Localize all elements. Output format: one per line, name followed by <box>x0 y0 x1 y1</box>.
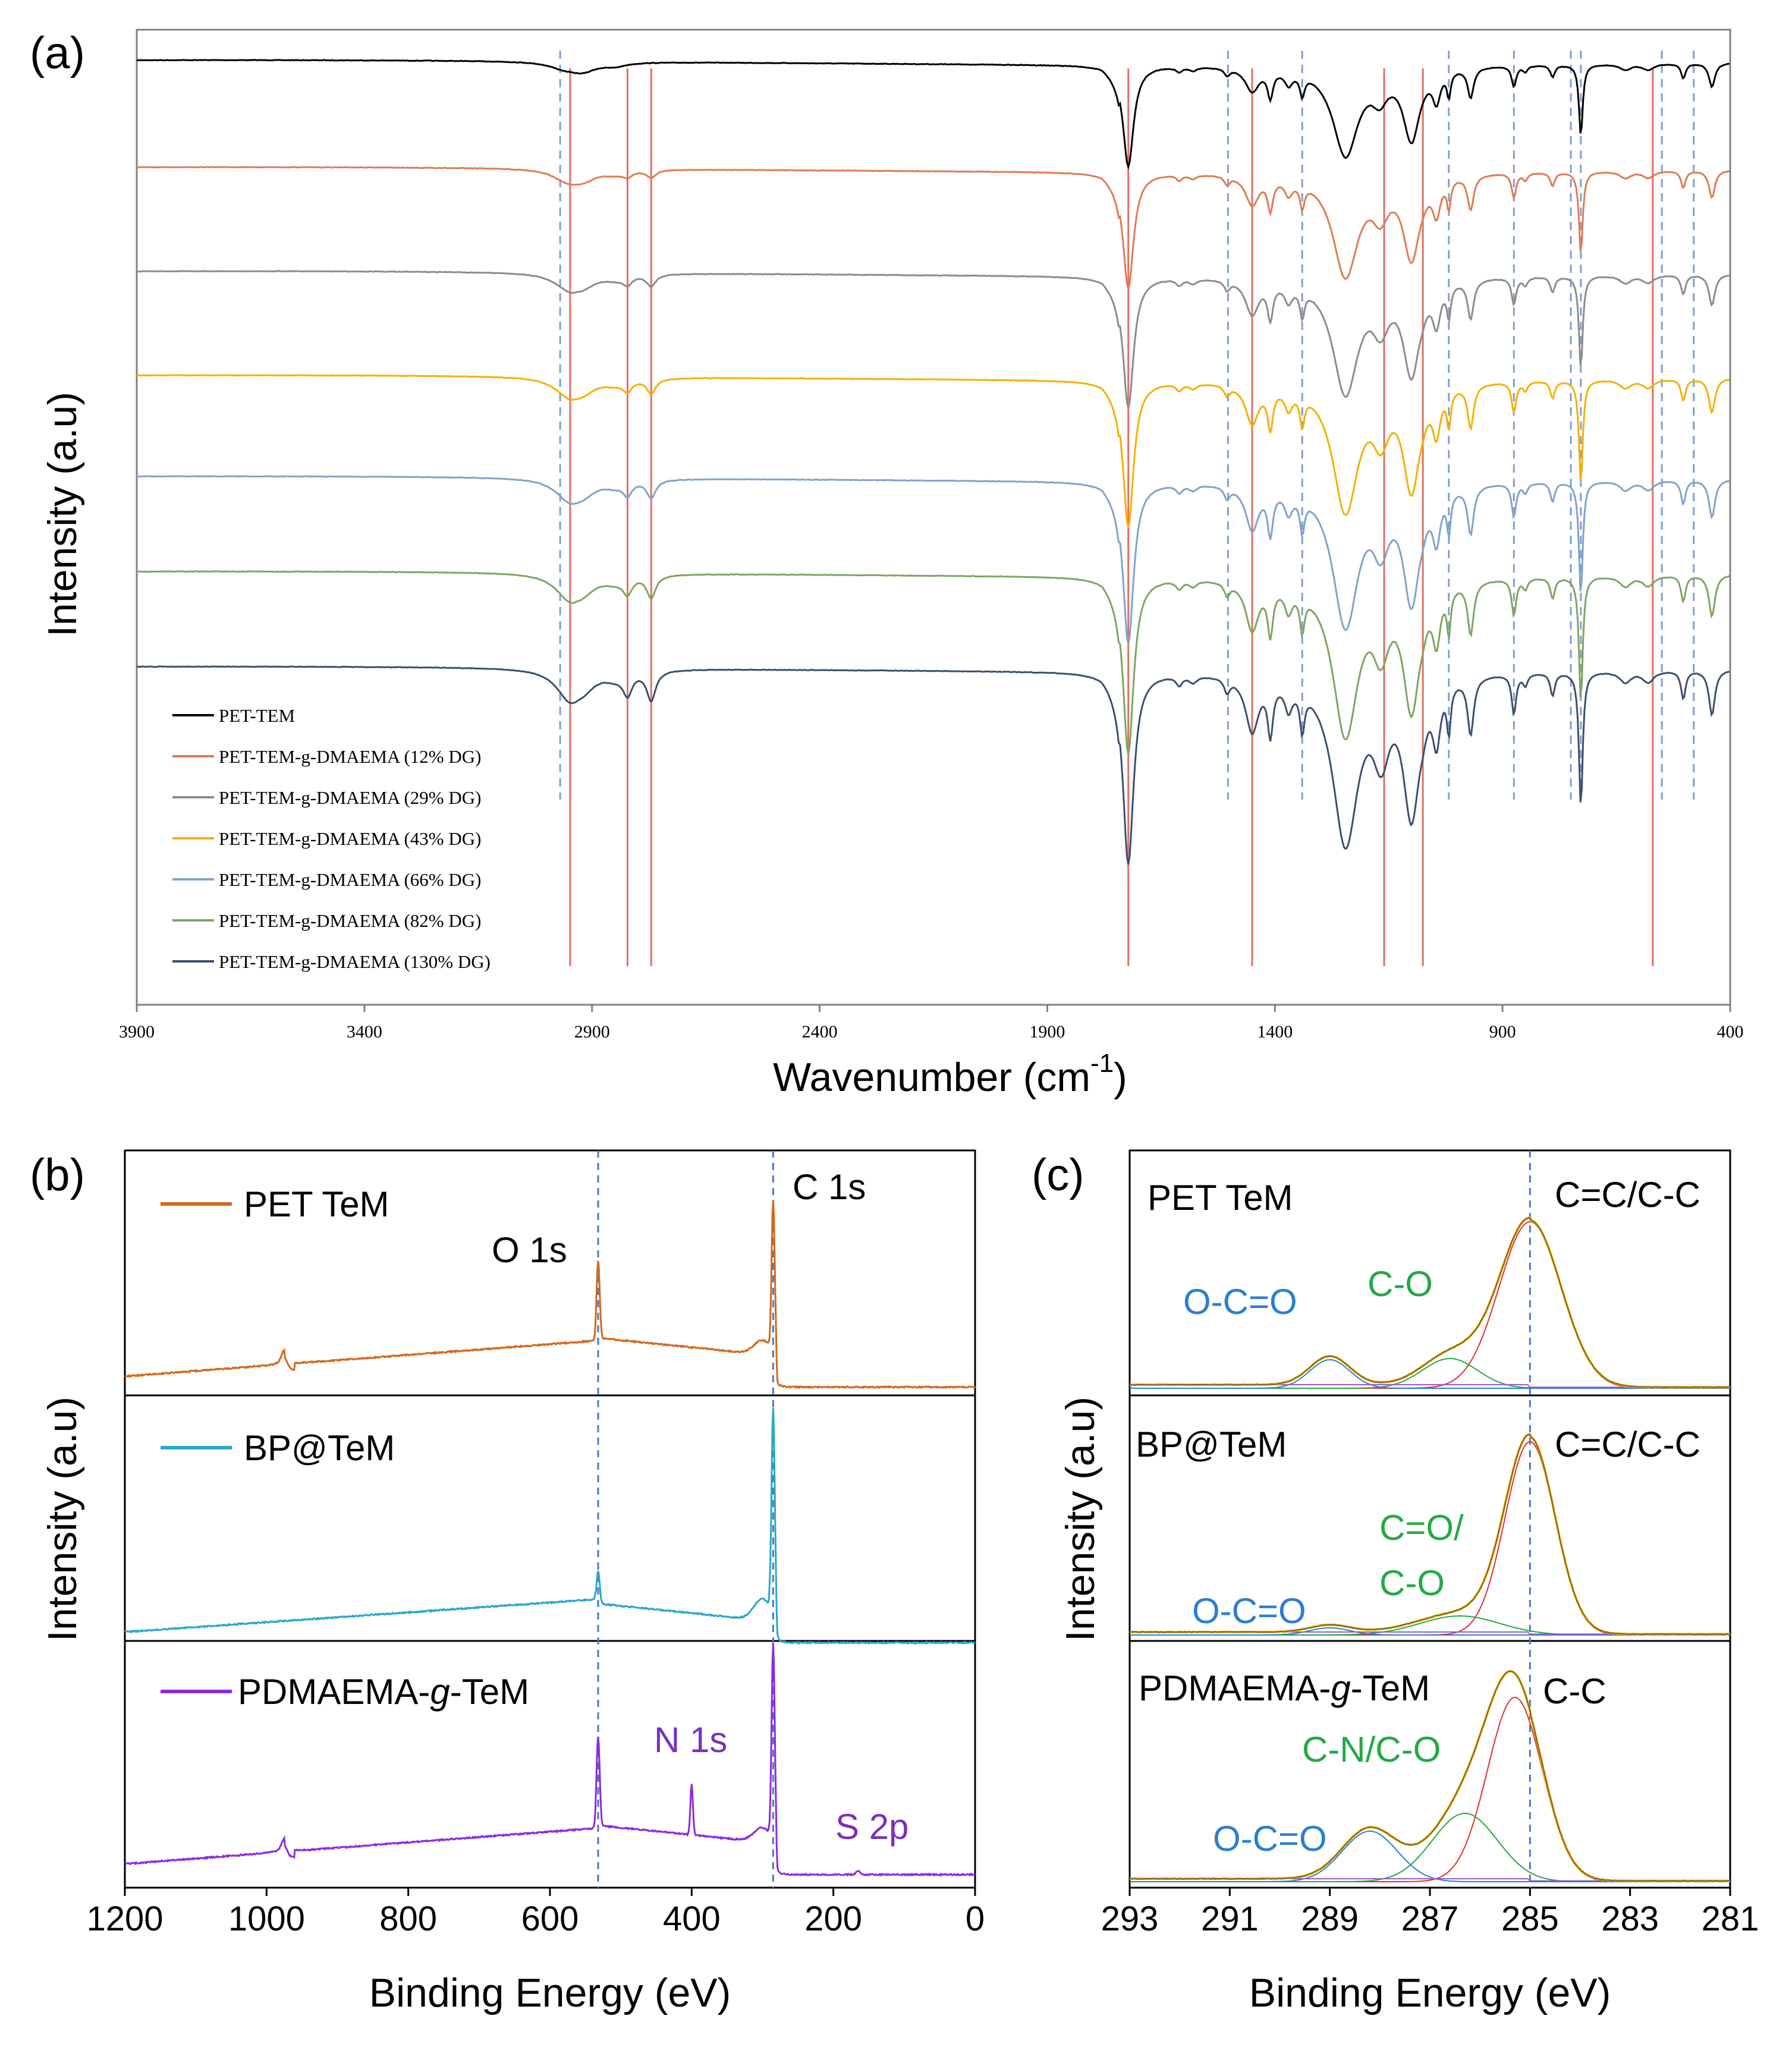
panel-a-ftir: (a) 3900 3400 2900 2400 1900 1400 900 400 PET-T… <box>30 28 1744 1100</box>
series-pet-tem-g-dmaema-29-dg <box>136 270 1730 408</box>
panel-b-labels: PET TeM BP@TeM PDMAEMA-g-TeM C 1s O 1s N… <box>161 1167 908 1847</box>
panel-b-x-axis-label: Binding Energy (eV) <box>369 1970 731 2015</box>
x-tick-label-200: 200 <box>804 1900 862 1938</box>
x-tick-label-287: 287 <box>1401 1900 1459 1938</box>
series-bp-tem <box>124 1408 976 1645</box>
x-tick-label-289: 289 <box>1301 1900 1359 1938</box>
panel-b-x-ticks: 1200 1000 800 600 400 200 0 <box>86 1888 985 1938</box>
c-panel1-peak-co: C-O <box>1367 1264 1433 1304</box>
x-tick-label-900: 900 <box>1489 1022 1516 1042</box>
c-panel2-sample-label: BP@TeM <box>1136 1425 1287 1464</box>
series-pet-tem-g-dmaema-130-dg <box>136 665 1730 865</box>
panel-b-y-axis-label: Intensity (a.u) <box>40 1397 85 1642</box>
panel-c-c1s-highres: (c) 293 291 289 287 285 283 281 PET TeM C=C/C-… <box>1032 1149 1759 2015</box>
x-tick-label-1200: 1200 <box>86 1900 163 1938</box>
panel-c-y-axis-label: Intensity (a.u) <box>1058 1397 1103 1642</box>
series-pet-tem <box>136 59 1730 170</box>
x-tick-label-0: 0 <box>966 1900 985 1938</box>
x-tick-label-3900: 3900 <box>119 1022 155 1042</box>
c-panel3-peak-cc: C-C <box>1543 1671 1606 1711</box>
annotation-s2p: S 2p <box>835 1807 908 1847</box>
panel-a-x-axis-label: Wavenumber (cm-1) <box>773 1049 1127 1100</box>
legend-label-pdmaema-g-tem: PDMAEMA-g-TeM <box>238 1672 529 1712</box>
panel-a-series <box>136 59 1730 865</box>
c-panel3-sample-label: PDMAEMA-g-TeM <box>1139 1668 1430 1708</box>
x-tick-label-2900: 2900 <box>574 1022 610 1042</box>
panel-a-legend: PET-TEM PET-TEM-g-DMAEMA (12% DG) PET-TEM-… <box>172 705 491 972</box>
legend-label-pet-tem: PET-TEM <box>219 705 295 726</box>
x-tick-label-800: 800 <box>379 1900 437 1938</box>
c-panel1-peak-oco: O-C=O <box>1183 1282 1297 1322</box>
legend-label-pet-tem-g-dmaema-130-dg: PET-TEM-g-DMAEMA (130% DG) <box>219 951 491 972</box>
series-pdmaema-g-tem <box>124 1643 976 1877</box>
panel-b-series <box>124 1200 976 1877</box>
series-pet-tem-g-dmaema-43-dg <box>136 374 1730 528</box>
annotation-o1s: O 1s <box>492 1230 567 1270</box>
c-panel2-peak-cc: C=C/C-C <box>1555 1425 1700 1464</box>
x-tick-label-1000: 1000 <box>228 1900 305 1938</box>
x-tick-label-293: 293 <box>1101 1900 1159 1938</box>
panel-b-reference-lines <box>597 1150 774 1888</box>
raw-spectrum-1 <box>1129 1216 1731 1389</box>
panel-c-x-ticks: 293 291 289 287 285 283 281 <box>1101 1888 1759 1938</box>
legend-label-pet-tem-g-dmaema-12-dg: PET-TEM-g-DMAEMA (12% DG) <box>219 746 481 767</box>
legend-label-bp-tem: BP@TeM <box>244 1428 395 1468</box>
series-pet-tem-g-dmaema-12-dg <box>136 166 1730 290</box>
x-tick-label-2400: 2400 <box>802 1022 838 1042</box>
panel-c-labels: PET TeM C=C/C-C C-O O-C=O BP@TeM C=C/C-C… <box>1136 1175 1700 1859</box>
series-pet-tem-g-dmaema-66-dg <box>136 475 1730 644</box>
x-tick-label-281: 281 <box>1702 1900 1759 1938</box>
legend-label-pet-tem: PET TeM <box>244 1184 389 1224</box>
panel-a-y-axis-label: Intensity (a.u) <box>40 392 85 637</box>
panel-c-x-axis-label: Binding Energy (eV) <box>1249 1970 1611 2015</box>
series-pet-tem <box>124 1200 976 1389</box>
panel-a-label: (a) <box>30 28 85 78</box>
annotation-n1s: N 1s <box>654 1720 727 1760</box>
c-panel3-peak-oco: O-C=O <box>1213 1819 1327 1859</box>
x-tick-label-291: 291 <box>1201 1900 1259 1938</box>
c-panel2-peak-oco: O-C=O <box>1192 1591 1306 1631</box>
c-panel1-sample-label: PET TeM <box>1147 1178 1293 1218</box>
x-tick-label-285: 285 <box>1501 1900 1559 1938</box>
legend-label-pet-tem-g-dmaema-66-dg: PET-TEM-g-DMAEMA (66% DG) <box>219 869 481 890</box>
panel-a-x-ticks: 3900 3400 2900 2400 1900 1400 900 400 <box>119 1005 1744 1042</box>
raw-spectrum-3 <box>1129 1670 1731 1882</box>
panel-b-label: (b) <box>30 1150 85 1200</box>
c-panel2-peak-co-line1: C=O/ <box>1379 1508 1464 1548</box>
series-pet-tem-g-dmaema-82-dg <box>136 570 1730 755</box>
legend-label-pet-tem-g-dmaema-43-dg: PET-TEM-g-DMAEMA (43% DG) <box>219 828 481 849</box>
c-panel2-peak-co-line2: C-O <box>1379 1563 1445 1603</box>
x-tick-label-283: 283 <box>1601 1900 1659 1938</box>
panel-b-xps-survey: (b) 1200 1000 800 600 400 200 0 PET TeM BP@TeM… <box>30 1149 985 2015</box>
x-tick-label-400: 400 <box>663 1900 721 1938</box>
c-panel1-peak-cc: C=C/C-C <box>1555 1175 1700 1215</box>
x-tick-label-1900: 1900 <box>1029 1022 1065 1042</box>
annotation-c1s: C 1s <box>793 1167 866 1207</box>
panel-a-frame <box>136 29 1731 1006</box>
legend-label-pet-tem-g-dmaema-82-dg: PET-TEM-g-DMAEMA (82% DG) <box>219 910 481 931</box>
fit-component-o-c-o-1 <box>1130 1359 1730 1389</box>
x-tick-label-1400: 1400 <box>1257 1022 1293 1042</box>
c-panel3-peak-cn: C-N/C-O <box>1302 1730 1441 1769</box>
x-tick-label-600: 600 <box>521 1900 579 1938</box>
panel-c-label: (c) <box>1032 1150 1084 1200</box>
panel-a-reference-lines <box>559 51 1695 966</box>
raw-spectrum-2 <box>1129 1433 1731 1636</box>
x-tick-label-3400: 3400 <box>347 1022 382 1042</box>
panel-c-series <box>1129 1216 1731 1882</box>
legend-label-pet-tem-g-dmaema-29-dg: PET-TEM-g-DMAEMA (29% DG) <box>219 787 481 808</box>
x-tick-label-400: 400 <box>1717 1022 1744 1042</box>
